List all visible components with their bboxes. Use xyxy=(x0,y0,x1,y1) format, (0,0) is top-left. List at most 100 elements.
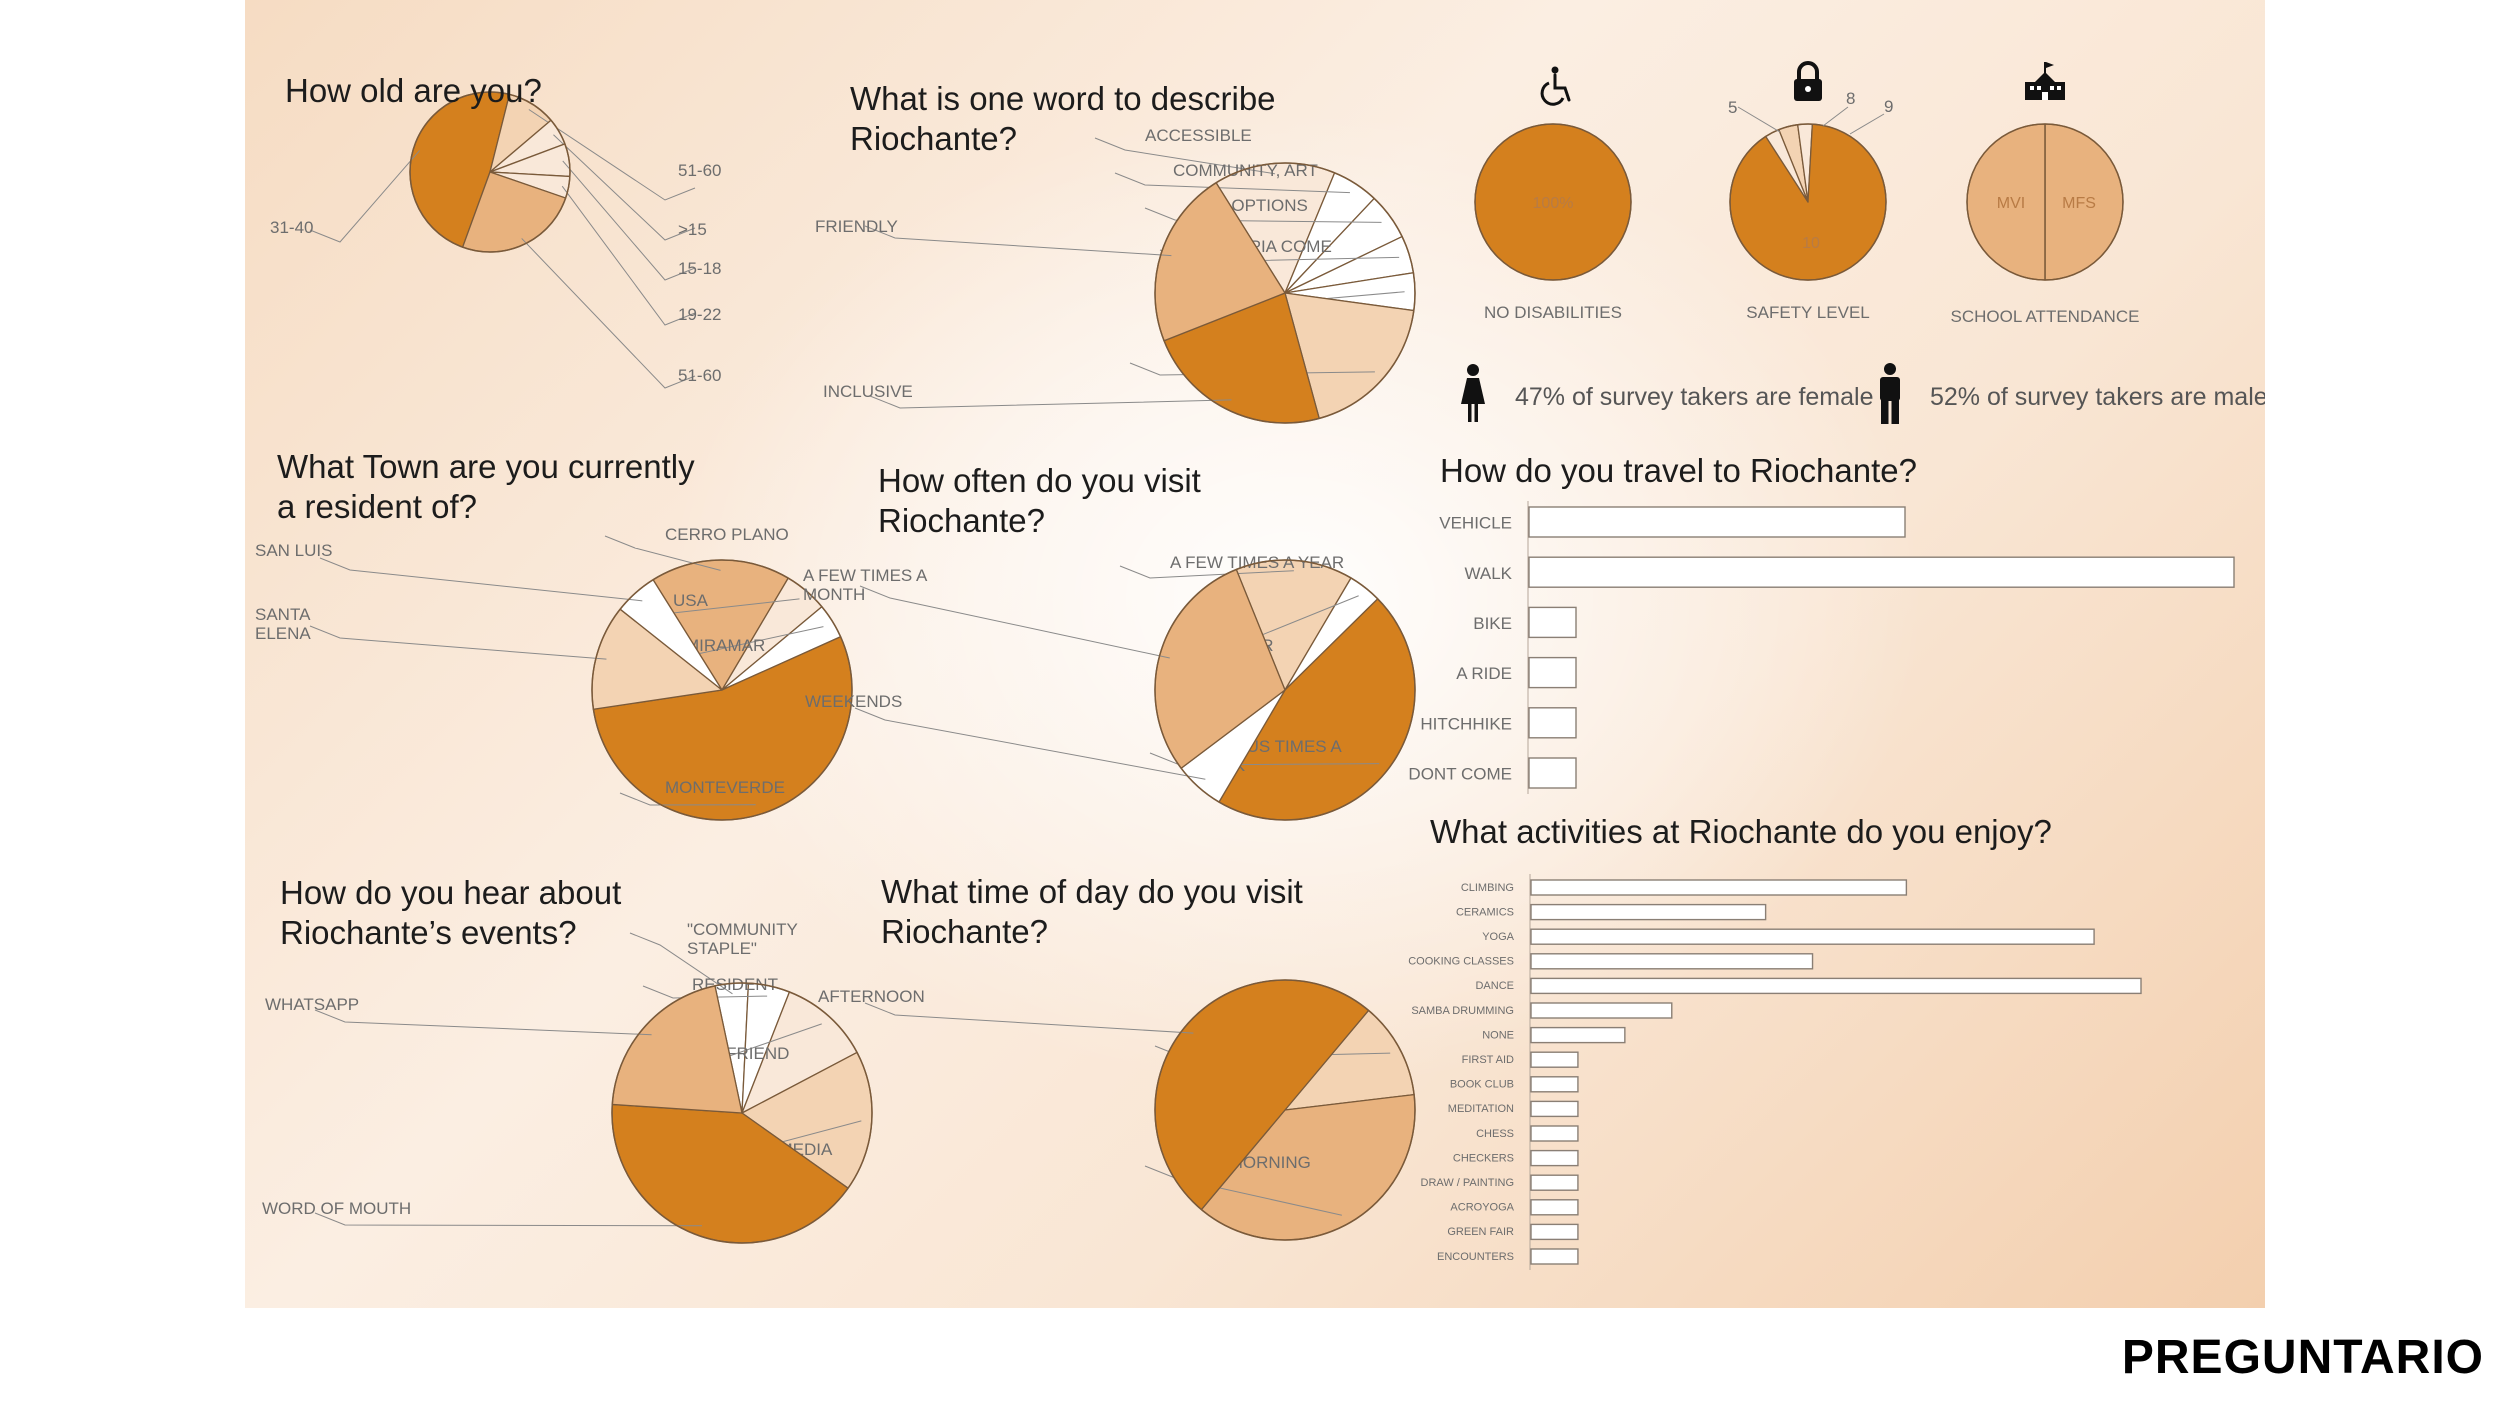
bar-label: SAMBA DRUMMING xyxy=(1411,1005,1514,1017)
bar-activities xyxy=(1530,977,2142,995)
chart-caption: NO DISABILITIES xyxy=(1484,303,1622,322)
pie-outline xyxy=(611,982,873,1244)
slice-label: CERRO PLANO xyxy=(665,525,789,544)
female-icon xyxy=(1461,364,1485,422)
bar-label: WALK xyxy=(1464,564,1512,583)
slice-label: 51-60 xyxy=(678,161,721,180)
leader-line xyxy=(859,585,1170,659)
leader-line xyxy=(314,1009,652,1036)
pie-outline xyxy=(1154,979,1416,1241)
leader-line xyxy=(562,160,696,281)
bar-label: CLIMBING xyxy=(1461,882,1514,894)
bar-activities xyxy=(1530,1149,1579,1167)
slice-label: MVI xyxy=(1997,195,2025,212)
slice-label: MONTH xyxy=(803,585,865,604)
chart-title: How old are you? xyxy=(285,72,542,109)
leader-line xyxy=(869,395,1232,409)
bar-label: COOKING CLASSES xyxy=(1408,956,1514,968)
pie-outline xyxy=(1154,559,1416,821)
chart-inner-text: 10 xyxy=(1802,235,1820,252)
pie-outline xyxy=(1154,162,1416,424)
bar-travel xyxy=(1528,606,1577,639)
bar-travel xyxy=(1528,707,1577,739)
slice-label: ACCESSIBLE xyxy=(1145,126,1252,145)
pie-outline xyxy=(591,559,853,821)
slice-label: FRIENDLY xyxy=(815,217,898,236)
slice-label: STAPLE" xyxy=(687,939,757,958)
bar-label: FIRST AID xyxy=(1462,1054,1514,1066)
leader-line xyxy=(1119,565,1294,579)
chart-title: How do you travel to Riochante? xyxy=(1440,452,1917,489)
charts-canvas: 31-40 51-60 >15 15-18 19-22 51-60 How old are … xyxy=(255,61,2265,1270)
slice-label: 9 xyxy=(1884,97,1893,116)
bar-activities xyxy=(1530,1076,1579,1093)
chart-inner-text: 100% xyxy=(1533,195,1574,212)
slice-label: ELENA xyxy=(255,624,311,643)
slice-label: 31-40 xyxy=(270,218,313,237)
slice-label: 19-22 xyxy=(678,305,721,324)
slice-label: WORD OF MOUTH xyxy=(262,1199,411,1218)
slice-label: A FEW TIMES A xyxy=(803,566,928,585)
pie-outline xyxy=(1474,123,1632,281)
bar-activities xyxy=(1530,879,1908,896)
slice-label: SANTA xyxy=(255,605,311,624)
bar-chart-activities: What activities at Riochante do you enjo… xyxy=(1408,813,2142,1270)
slice-label: 15-18 xyxy=(678,259,721,278)
bar-travel xyxy=(1528,556,2235,588)
safety-labels: 5 8 9 xyxy=(1728,89,1893,135)
bar-label: DRAW / PAINTING xyxy=(1421,1177,1515,1189)
chart-caption: SCHOOL ATTENDANCE xyxy=(1951,307,2140,326)
pie-chart-disab: NO DISABILITIES 100% xyxy=(1474,123,1632,322)
bar-activities xyxy=(1530,1248,1579,1265)
leader-line xyxy=(553,134,696,241)
leader-line xyxy=(864,1002,1194,1034)
slice-label: 5 xyxy=(1728,98,1737,117)
bar-travel xyxy=(1528,656,1577,689)
bar-label: MEDITATION xyxy=(1448,1103,1514,1115)
leader-line xyxy=(1849,113,1885,135)
chart-title: Riochante’s events? xyxy=(280,914,577,951)
female-stat-text: 47% of survey takers are female xyxy=(1515,383,1874,411)
bar-label: DONT COME xyxy=(1408,765,1512,784)
bar-label: ENCOUNTERS xyxy=(1437,1251,1514,1263)
chart-title: What Town are you currently xyxy=(277,448,695,485)
pie-chart-safety: SAFETY LEVEL 10 xyxy=(1729,123,1887,322)
bar-activities xyxy=(1530,1199,1579,1216)
leader-line xyxy=(319,557,643,602)
bar-travel xyxy=(1528,506,1906,538)
slice-label: WHATSAPP xyxy=(265,995,359,1014)
bar-label: BOOK CLUB xyxy=(1450,1079,1514,1091)
leader-line xyxy=(854,707,1206,780)
bar-label: A RIDE xyxy=(1456,664,1512,683)
bar-activities xyxy=(1530,1026,1626,1044)
chart-title: a resident of? xyxy=(277,488,477,525)
bar-label: NONE xyxy=(1482,1029,1514,1041)
slice-label: USA xyxy=(673,591,709,610)
bar-label: DANCE xyxy=(1475,980,1514,992)
bar-activities xyxy=(1530,1002,1673,1019)
chart-title: Riochante? xyxy=(878,502,1045,539)
leader-line xyxy=(309,625,607,660)
bar-chart-travel: How do you travel to Riochante? VEHICLE WA… xyxy=(1408,452,2235,794)
leader-line xyxy=(309,150,421,243)
bar-activities xyxy=(1530,928,2095,945)
chart-title: What activities at Riochante do you enjo… xyxy=(1430,813,2052,850)
slice-label: MONTEVERDE xyxy=(665,778,785,797)
bar-label: VEHICLE xyxy=(1439,514,1512,533)
bar-label: BIKE xyxy=(1473,614,1512,633)
male-icon xyxy=(1880,363,1900,424)
wheelchair-icon xyxy=(1540,66,1571,106)
slice-label: COMMUNITY, ART xyxy=(1173,161,1318,180)
slice-label: 51-60 xyxy=(678,366,721,385)
gender-stat: 47% of survey takers are female 52% of su… xyxy=(1461,363,2265,424)
leader-line xyxy=(864,225,1172,257)
male-stat-text: 52% of survey takers are male xyxy=(1930,383,2265,411)
leader-line xyxy=(1822,106,1849,127)
slice-label: >15 xyxy=(678,220,707,239)
pie-chart-town: CERRO PLANO USA MIRAMAR MONTEVERDE SANTAELEN… xyxy=(255,448,853,821)
chart-title: How do you hear about xyxy=(280,874,621,911)
bar-activities xyxy=(1530,1100,1579,1118)
chart-title: What time of day do you visit xyxy=(881,873,1303,910)
